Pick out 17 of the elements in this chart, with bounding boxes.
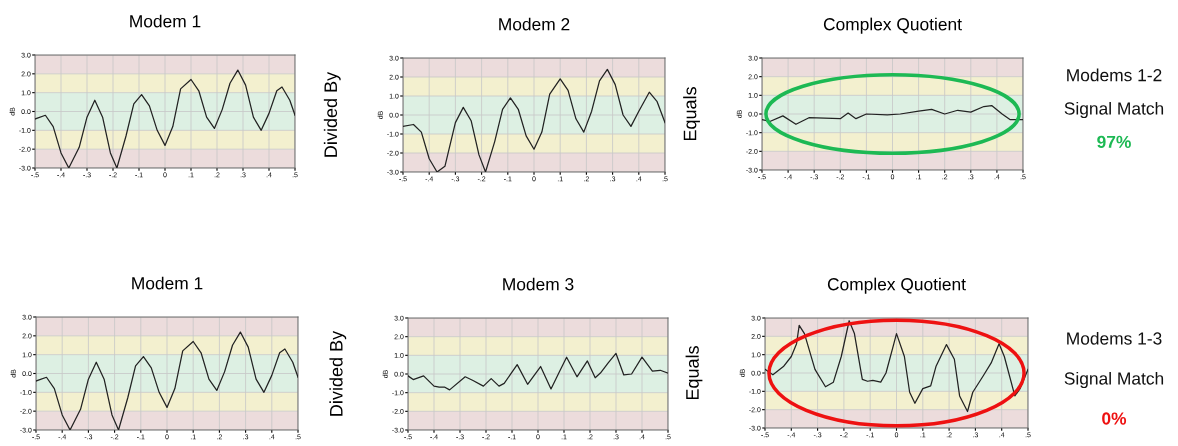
line-series [762,104,1023,125]
text: Equals [683,87,700,141]
chart-title: Complex Quotient [823,17,962,34]
text: 0% [1102,412,1127,425]
chart-title: Complex Quotient [827,277,966,294]
chart-title: Modem 3 [503,277,574,291]
text: Signal Match [1064,371,1164,389]
text: 97% [1097,135,1131,148]
text: Modems 1-2 [1067,68,1162,82]
text: Signal Match [1064,101,1164,119]
chart-title: Modem 1 [132,276,203,290]
text: Divided By [323,71,341,157]
text: Divided By [329,330,347,416]
chart-title: Modem 1 [130,14,201,28]
text: Equals [685,346,703,400]
chart-title: Modem 2 [499,17,570,31]
text: Modems 1-3 [1067,331,1162,345]
